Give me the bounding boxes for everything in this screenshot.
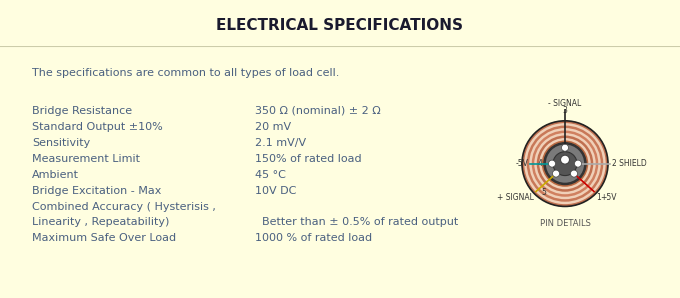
Circle shape — [538, 137, 592, 190]
Text: Combined Accuracy ( Hysterisis ,: Combined Accuracy ( Hysterisis , — [32, 202, 216, 212]
Text: Bridge Excitation - Max: Bridge Excitation - Max — [32, 186, 161, 195]
Text: 150% of rated load: 150% of rated load — [255, 154, 362, 164]
Text: Bridge Resistance: Bridge Resistance — [32, 106, 132, 116]
Circle shape — [571, 170, 577, 177]
Text: Ambient: Ambient — [32, 170, 79, 180]
Circle shape — [528, 127, 602, 201]
Circle shape — [562, 144, 568, 151]
Text: 1000 % of rated load: 1000 % of rated load — [255, 233, 372, 243]
Text: 2.1 mV/V: 2.1 mV/V — [255, 138, 306, 148]
Text: + SIGNAL: + SIGNAL — [497, 193, 534, 203]
Circle shape — [549, 160, 556, 167]
Text: The specifications are common to all types of load cell.: The specifications are common to all typ… — [32, 68, 339, 78]
Text: 1: 1 — [596, 193, 600, 203]
Circle shape — [543, 142, 587, 186]
Text: 4: 4 — [538, 159, 543, 168]
Text: Linearity , Repeatability): Linearity , Repeatability) — [32, 217, 169, 227]
Text: Measurement Limit: Measurement Limit — [32, 154, 140, 164]
Text: +5V: +5V — [600, 193, 617, 203]
Circle shape — [553, 152, 577, 176]
Text: 3: 3 — [562, 106, 567, 115]
Text: 10V DC: 10V DC — [255, 186, 296, 195]
Text: ELECTRICAL SPECIFICATIONS: ELECTRICAL SPECIFICATIONS — [216, 18, 464, 33]
Text: 45 °C: 45 °C — [255, 170, 286, 180]
Circle shape — [545, 144, 585, 184]
Text: 5: 5 — [541, 187, 546, 196]
Text: Standard Output ±10%: Standard Output ±10% — [32, 122, 163, 132]
Text: Sensitivity: Sensitivity — [32, 138, 90, 148]
Text: Better than ± 0.5% of rated output: Better than ± 0.5% of rated output — [255, 217, 458, 227]
Text: Maximum Safe Over Load: Maximum Safe Over Load — [32, 233, 176, 243]
Circle shape — [533, 132, 597, 195]
Text: -5V: -5V — [515, 159, 528, 168]
Text: 2 SHIELD: 2 SHIELD — [612, 159, 647, 168]
Text: - SIGNAL: - SIGNAL — [548, 99, 581, 108]
Circle shape — [552, 170, 560, 177]
Circle shape — [560, 155, 570, 164]
Text: PIN DETAILS: PIN DETAILS — [539, 219, 590, 228]
Circle shape — [575, 160, 581, 167]
Circle shape — [523, 122, 607, 205]
Text: 20 mV: 20 mV — [255, 122, 291, 132]
Text: 350 Ω (nominal) ± 2 Ω: 350 Ω (nominal) ± 2 Ω — [255, 106, 381, 116]
